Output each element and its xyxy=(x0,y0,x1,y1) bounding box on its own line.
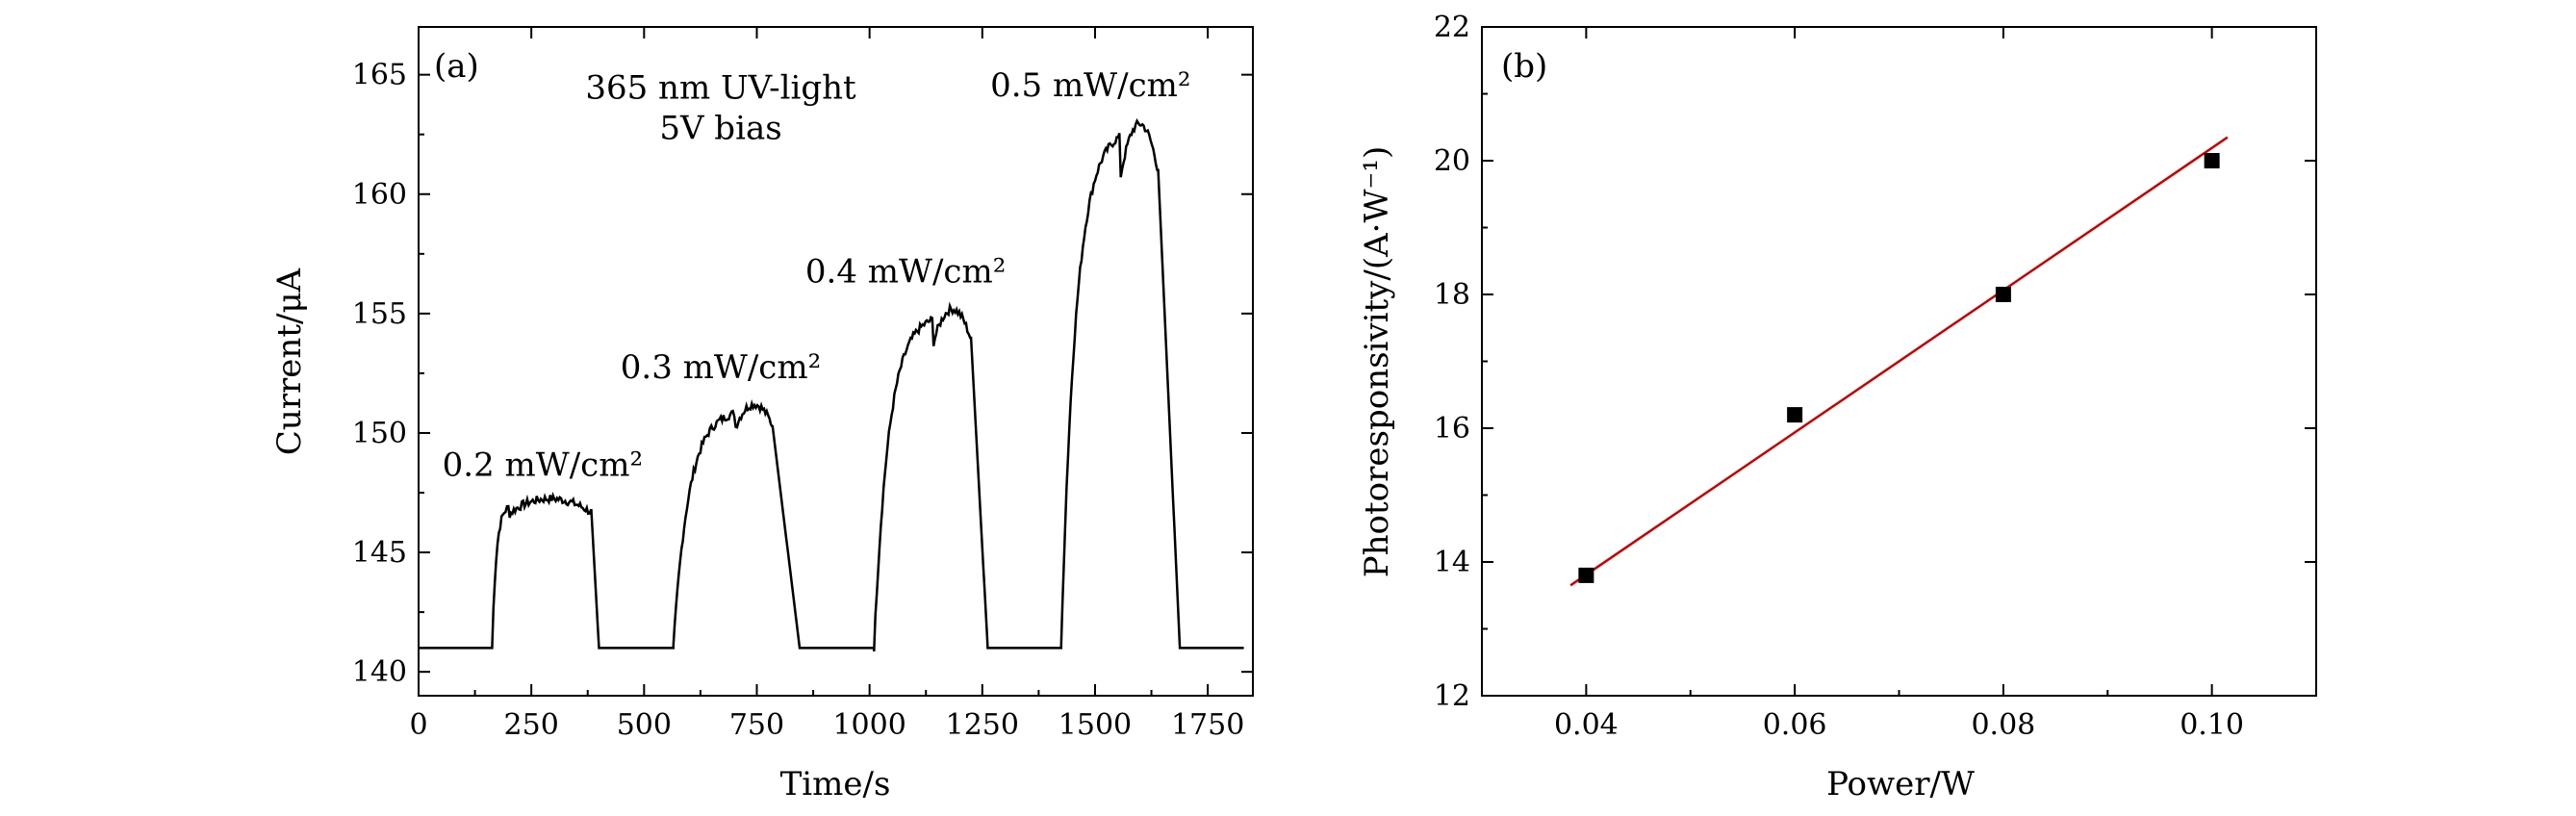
panel-a-x-tick-label: 1750 xyxy=(1171,708,1244,742)
panel-b-label: (b) xyxy=(1501,47,1547,86)
panel-a-y-tick-label: 155 xyxy=(352,297,407,331)
panel-b-y-ticks: 12 14 16 18 20 22 xyxy=(1434,11,2316,713)
panel-a-y-tick-label: 150 xyxy=(352,417,407,450)
panel-a-x-tick-label: 250 xyxy=(504,708,559,742)
panel-b-y-tick-label: 12 xyxy=(1434,679,1470,713)
panel-b-data-point xyxy=(1995,287,2011,302)
panel-b-y-tick-label: 20 xyxy=(1434,144,1470,178)
panel-a-x-tick-label: 750 xyxy=(729,708,784,742)
panel-b-x-tick-label: 0.06 xyxy=(1763,708,1827,742)
panel-a-x-tick-label: 500 xyxy=(617,708,672,742)
panel-a-annotation: 5V bias xyxy=(659,110,781,148)
panel-a-x-tick-label: 1000 xyxy=(832,708,905,742)
panel-a-x-tick-label: 0 xyxy=(409,708,427,742)
panel-a-y-tick-label: 160 xyxy=(352,178,407,212)
panel-a-frame xyxy=(418,26,1254,697)
panel-b-linear-fit-line xyxy=(1569,136,2229,587)
panel-b-x-tick-label: 0.10 xyxy=(2180,708,2244,742)
panel-a-label: (a) xyxy=(434,47,479,86)
panel-a-annotation: 0.2 mW/cm² xyxy=(443,446,643,485)
panel-a-x-axis-title: Time/s xyxy=(780,765,891,803)
panel-a-y-tick-label: 145 xyxy=(352,536,407,570)
panel-b-x-ticks: 0.04 0.06 0.08 0.10 xyxy=(1481,27,2244,742)
panel-b-data-point xyxy=(1787,407,1803,423)
panel-b-y-tick-label: 18 xyxy=(1434,278,1470,312)
panel-a-annotation: 0.3 mW/cm² xyxy=(621,348,821,387)
panel-a-y-axis-title: Current/μA xyxy=(270,268,309,455)
panel-b-y-tick-label: 22 xyxy=(1434,11,1470,44)
panel-a-y-tick-label: 140 xyxy=(352,655,407,689)
panel-a-chart: 0 250 500 750 1000 1250 1500 1750 1401451501551… xyxy=(270,26,1254,803)
panel-a-annotation: 0.5 mW/cm² xyxy=(990,66,1190,105)
panel-b-chart: 0.04 0.06 0.08 0.10 12 14 16 18 20 22 (b) Power/… xyxy=(1358,11,2317,803)
panel-a-x-tick-label: 1250 xyxy=(946,708,1019,742)
panel-b-x-tick-label: 0.04 xyxy=(1554,708,1619,742)
panel-a-x-tick-label: 1500 xyxy=(1058,708,1132,742)
panel-b-data-point xyxy=(2204,153,2220,168)
panel-b-data-point xyxy=(1578,567,1594,583)
panel-a-annotation: 0.4 mW/cm² xyxy=(805,253,1006,292)
panel-a-x-ticks: 0 250 500 750 1000 1250 1500 1750 xyxy=(409,27,1244,742)
panel-b-data-points xyxy=(1578,153,2220,583)
panel-b-y-axis-title: Photoresponsivity/(A·W⁻¹) xyxy=(1358,146,1396,577)
panel-a-y-tick-label: 165 xyxy=(352,59,407,92)
panel-b-y-tick-label: 14 xyxy=(1434,546,1470,579)
panel-a-y-ticks: 140 145 150 155 160 165 xyxy=(352,59,1253,689)
panel-b-x-axis-title: Power/W xyxy=(1826,765,1975,803)
panel-a-annotation: 365 nm UV-light xyxy=(585,68,856,107)
panel-b-y-tick-label: 16 xyxy=(1434,412,1470,446)
panel-b-x-tick-label: 0.08 xyxy=(1971,708,2035,742)
panel-a-current-trace xyxy=(419,117,1244,652)
